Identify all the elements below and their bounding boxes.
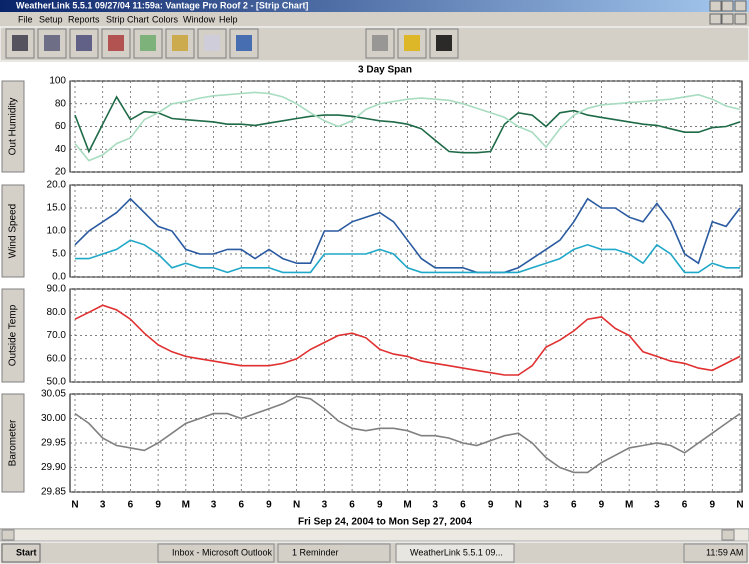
- y-tick-label: 20.0: [47, 180, 67, 191]
- child-restore-button[interactable]: [722, 14, 733, 24]
- x-tick-label: 6: [571, 500, 577, 511]
- toolbar-icon: [108, 35, 124, 51]
- x-tick-label: 9: [266, 500, 272, 511]
- x-tick-label: 9: [710, 500, 716, 511]
- scroll-right[interactable]: [722, 530, 734, 540]
- menu-item[interactable]: Reports: [68, 14, 100, 24]
- y-tick-label: 100: [49, 76, 66, 87]
- x-tick-label: N: [515, 500, 522, 511]
- toolbar-icon: [204, 35, 220, 51]
- x-tick-label: 3: [654, 500, 660, 511]
- menu-item[interactable]: Help: [219, 14, 238, 24]
- x-tick-label: M: [625, 500, 633, 511]
- y-tick-label: 60: [55, 121, 67, 132]
- toolbar-icon: [404, 35, 420, 51]
- toolbar-icon: [140, 35, 156, 51]
- scroll-track[interactable]: [0, 529, 749, 541]
- x-tick-label: N: [71, 500, 78, 511]
- y-tick-label: 80.0: [47, 307, 67, 318]
- toolbar-icon: [44, 35, 60, 51]
- x-tick-label: 3: [100, 500, 106, 511]
- y-tick-label: 10.0: [47, 226, 67, 237]
- y-tick-label: 40: [55, 144, 67, 155]
- y-tick-label: 29.85: [41, 487, 66, 498]
- x-tick-label: 6: [349, 500, 355, 511]
- y-tick-label: 29.90: [41, 462, 66, 473]
- panel-label[interactable]: Out Humidity: [8, 98, 19, 156]
- scrollbar[interactable]: [0, 529, 749, 541]
- menu-item[interactable]: Window: [183, 14, 216, 24]
- task-label[interactable]: Inbox - Microsoft Outlook: [172, 547, 273, 557]
- start-label[interactable]: Start: [16, 547, 37, 557]
- x-tick-label: 3: [543, 500, 549, 511]
- toolbar: [0, 27, 749, 61]
- x-tick-label: 6: [238, 500, 244, 511]
- x-tick-label: 6: [128, 500, 134, 511]
- task-label[interactable]: WeatherLink 5.5.1 09...: [410, 547, 503, 557]
- window-title: WeatherLink 5.5.1 09/27/04 11:59a: Vanta…: [16, 0, 308, 10]
- x-tick-label: 9: [377, 500, 383, 511]
- y-tick-label: 0.0: [52, 272, 66, 283]
- toolbar-icon: [12, 35, 28, 51]
- x-tick-label: M: [182, 500, 190, 511]
- y-tick-label: 70.0: [47, 330, 67, 341]
- x-tick-label: 6: [682, 500, 688, 511]
- x-tick-label: 9: [488, 500, 494, 511]
- panel-label[interactable]: Barometer: [8, 419, 19, 466]
- menu-item[interactable]: Setup: [39, 14, 63, 24]
- x-tick-label: N: [293, 500, 300, 511]
- toolbar-icon: [172, 35, 188, 51]
- x-tick-label: 3: [211, 500, 217, 511]
- toolbar-icon: [76, 35, 92, 51]
- y-tick-label: 80: [55, 98, 67, 109]
- x-axis-label: Fri Sep 24, 2004 to Mon Sep 27, 2004: [298, 517, 472, 528]
- panel-label[interactable]: Wind Speed: [8, 204, 19, 258]
- toolbar-icon: [236, 35, 252, 51]
- task-list: Inbox - Microsoft Outlook 1 Reminder Weath…: [158, 544, 514, 562]
- x-tick-label: 3: [322, 500, 328, 511]
- minimize-button[interactable]: [710, 1, 721, 11]
- y-tick-label: 20: [55, 167, 67, 178]
- y-tick-label: 30.05: [41, 389, 66, 400]
- x-tick-label: N: [736, 500, 743, 511]
- close-button[interactable]: [735, 1, 746, 11]
- y-tick-label: 29.95: [41, 438, 66, 449]
- y-tick-label: 60.0: [47, 353, 67, 364]
- menu-item[interactable]: Colors: [152, 14, 179, 24]
- scroll-left[interactable]: [2, 530, 14, 540]
- maximize-button[interactable]: [722, 1, 733, 11]
- menu-bar: File Setup Reports Strip ChartColors WindowH…: [18, 14, 238, 24]
- child-close-button[interactable]: [735, 14, 746, 24]
- y-tick-label: 90.0: [47, 284, 67, 295]
- x-tick-label: 9: [155, 500, 161, 511]
- y-tick-label: 5.0: [52, 249, 66, 260]
- x-tick-label: 6: [460, 500, 466, 511]
- clock: 11:59 AM: [706, 547, 743, 557]
- task-label[interactable]: 1 Reminder: [292, 547, 339, 557]
- chart-title: 3 Day Span: [358, 65, 412, 76]
- y-tick-label: 15.0: [47, 203, 67, 214]
- x-tick-label: 9: [599, 500, 605, 511]
- menu-item[interactable]: Strip Chart: [106, 14, 150, 24]
- child-minimize-button[interactable]: [710, 14, 721, 24]
- y-tick-label: 50.0: [47, 377, 67, 388]
- y-tick-label: 30.00: [41, 413, 66, 424]
- panel-label[interactable]: Outside Temp: [8, 304, 19, 366]
- chart-area: [0, 62, 749, 528]
- x-tick-label: M: [403, 500, 411, 511]
- menu-item[interactable]: File: [18, 14, 33, 24]
- toolbar-icon: [372, 35, 388, 51]
- toolbar-icon: [436, 35, 452, 51]
- x-tick-label: 3: [432, 500, 438, 511]
